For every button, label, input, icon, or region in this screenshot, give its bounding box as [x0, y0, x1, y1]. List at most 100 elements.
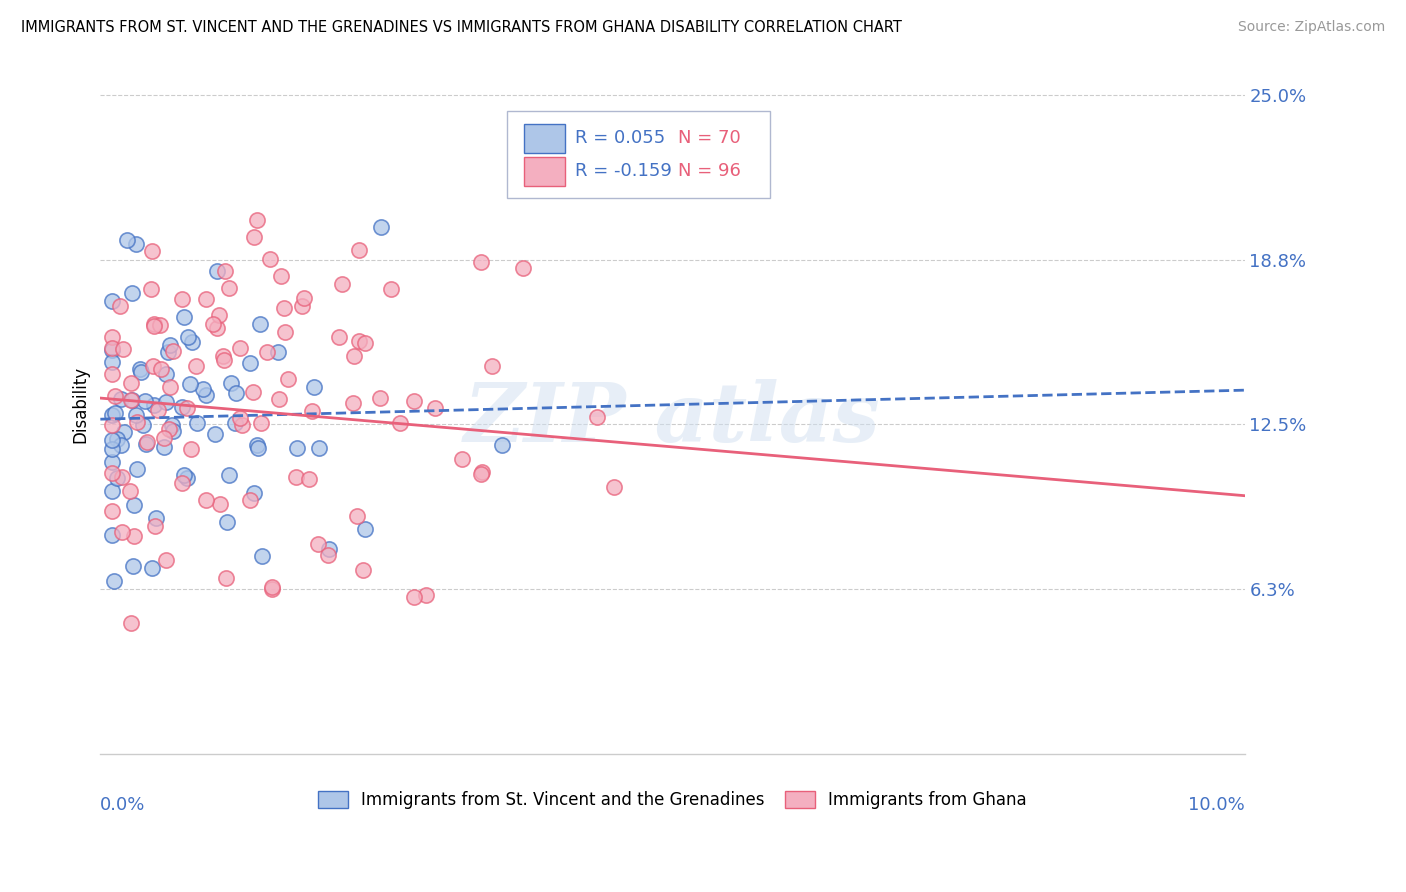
Point [143, 519, 166, 533]
Point [159, 380, 181, 394]
Point [298, 471, 321, 485]
Point [127, 462, 149, 476]
Point [122, 559, 145, 574]
Y-axis label: Disability: Disability [72, 366, 89, 443]
Point [124, 409, 146, 423]
Point [135, 437, 157, 451]
Point [201, 317, 224, 331]
Point [404, 590, 426, 604]
Text: N = 70: N = 70 [678, 129, 741, 147]
Point [470, 467, 492, 482]
Point [212, 353, 235, 368]
Point [259, 252, 281, 267]
Point [224, 416, 246, 430]
Point [215, 571, 238, 585]
Point [274, 325, 297, 339]
Point [256, 345, 278, 359]
Point [156, 345, 179, 359]
Point [179, 442, 201, 457]
Point [101, 466, 124, 480]
Point [195, 388, 218, 402]
Point [121, 286, 143, 301]
Point [307, 537, 329, 551]
Point [471, 465, 494, 479]
Point [229, 341, 252, 355]
Point [347, 334, 370, 348]
Point [308, 441, 330, 455]
Point [101, 418, 124, 433]
Point [142, 398, 165, 412]
Point [143, 317, 166, 331]
Point [301, 404, 323, 418]
Point [380, 282, 402, 296]
Point [122, 529, 145, 543]
Point [225, 386, 247, 401]
Point [481, 359, 503, 373]
Point [368, 391, 391, 405]
Point [162, 344, 184, 359]
Point [260, 582, 283, 596]
Point [115, 233, 138, 247]
Point [270, 268, 292, 283]
Point [153, 431, 176, 445]
Point [125, 237, 148, 252]
Point [155, 395, 177, 409]
Point [277, 371, 299, 385]
Point [103, 574, 125, 588]
Point [208, 497, 231, 511]
Point [134, 394, 156, 409]
Text: IMMIGRANTS FROM ST. VINCENT AND THE GRENADINES VS IMMIGRANTS FROM GHANA DISABILI: IMMIGRANTS FROM ST. VINCENT AND THE GREN… [21, 20, 903, 35]
Point [146, 403, 169, 417]
Point [143, 319, 166, 334]
Point [170, 400, 193, 414]
Point [249, 317, 271, 331]
Point [105, 432, 128, 446]
Point [186, 416, 208, 430]
Point [120, 615, 142, 630]
Text: R = -0.159: R = -0.159 [575, 162, 672, 180]
Point [423, 401, 446, 415]
Point [101, 504, 124, 518]
Point [120, 376, 142, 391]
Point [136, 434, 159, 449]
Point [585, 409, 607, 424]
Point [354, 336, 377, 351]
Point [101, 355, 124, 369]
Point [127, 415, 149, 429]
Point [101, 330, 124, 344]
Point [101, 343, 124, 358]
Point [157, 422, 180, 436]
Point [451, 451, 474, 466]
Point [101, 527, 124, 541]
Point [205, 321, 228, 335]
Point [121, 393, 143, 408]
Point [353, 522, 375, 536]
Point [273, 301, 295, 316]
Point [328, 330, 350, 344]
Point [104, 406, 127, 420]
Point [101, 442, 124, 456]
Point [105, 470, 128, 484]
Point [287, 441, 309, 455]
Point [173, 310, 195, 325]
Point [101, 367, 124, 381]
Point [218, 281, 240, 295]
Point [118, 483, 141, 498]
Point [122, 499, 145, 513]
Point [172, 292, 194, 306]
Point [239, 356, 262, 370]
Point [512, 261, 534, 276]
Point [343, 349, 366, 363]
Point [139, 282, 162, 296]
FancyBboxPatch shape [523, 156, 565, 186]
Point [181, 334, 204, 349]
Point [242, 486, 264, 500]
Point [415, 588, 437, 602]
Point [159, 337, 181, 351]
Point [229, 411, 252, 425]
Point [250, 549, 273, 563]
Point [179, 377, 201, 392]
Text: ZIP atlas: ZIP atlas [464, 379, 880, 458]
Point [101, 433, 124, 447]
Point [173, 468, 195, 483]
